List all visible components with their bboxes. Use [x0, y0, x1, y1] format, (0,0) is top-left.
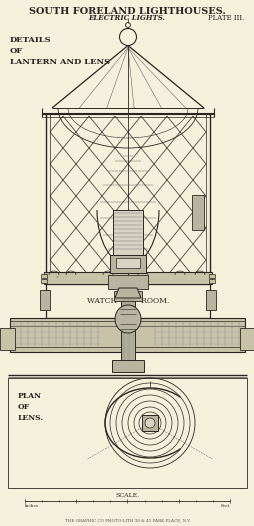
Bar — [41, 279, 47, 283]
Bar — [8, 378, 246, 488]
Text: Feet: Feet — [220, 504, 229, 508]
Circle shape — [125, 23, 130, 27]
Bar — [40, 290, 50, 310]
Text: THE GRAPHIC CO PHOTO-LITH 39 & 41 PARK PLACE, N.Y.: THE GRAPHIC CO PHOTO-LITH 39 & 41 PARK P… — [65, 518, 190, 522]
Bar — [0, 328, 15, 350]
Text: SOUTH FORELAND LIGHTHOUSES.: SOUTH FORELAND LIGHTHOUSES. — [28, 7, 225, 16]
Circle shape — [119, 28, 136, 46]
Bar — [109, 255, 146, 273]
Bar — [116, 258, 139, 268]
Bar — [208, 279, 214, 283]
Text: PLAN
OF
LENS.: PLAN OF LENS. — [18, 392, 44, 422]
Text: Inches: Inches — [25, 504, 39, 508]
Bar — [112, 360, 144, 372]
Polygon shape — [115, 288, 140, 298]
Bar — [108, 275, 147, 289]
Bar — [113, 210, 142, 255]
Bar — [141, 415, 157, 431]
Bar — [44, 272, 211, 284]
Text: WATCH -        ROOM.: WATCH - ROOM. — [87, 297, 168, 305]
Bar — [239, 328, 254, 350]
Text: SCALE.: SCALE. — [115, 493, 140, 498]
Text: DETAILS
OF
LANTERN AND LENS: DETAILS OF LANTERN AND LENS — [10, 36, 110, 66]
Bar — [191, 195, 203, 230]
Bar — [114, 291, 141, 301]
Bar — [10, 318, 244, 352]
Ellipse shape — [115, 305, 140, 333]
Bar — [208, 274, 214, 278]
Text: ELECTRIC LIGHTS.: ELECTRIC LIGHTS. — [88, 15, 165, 23]
Bar — [121, 284, 134, 360]
Bar — [205, 290, 215, 310]
Bar — [46, 284, 209, 318]
Circle shape — [145, 418, 154, 428]
Text: PLATE III.: PLATE III. — [207, 14, 243, 22]
Bar — [41, 274, 47, 278]
